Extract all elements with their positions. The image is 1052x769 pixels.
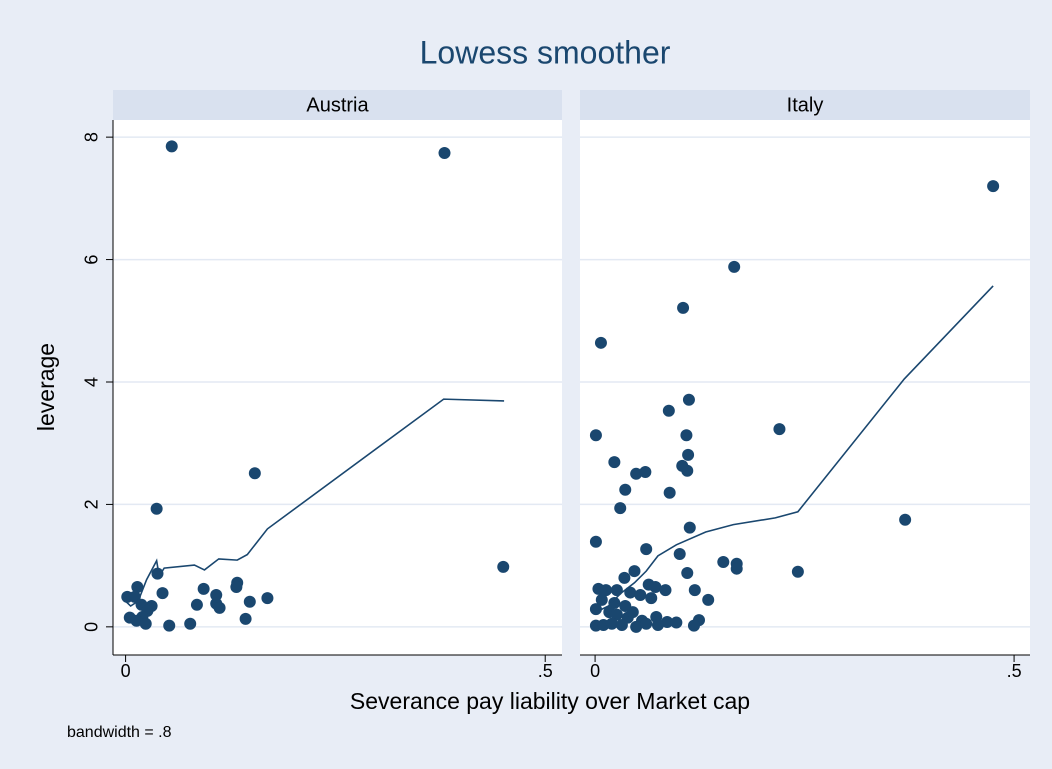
panel-title: Italy: [787, 94, 824, 116]
x-tick-label: 0: [590, 661, 600, 681]
point: [608, 456, 621, 469]
point: [640, 543, 653, 556]
x-tick-label: .5: [538, 661, 553, 681]
point: [683, 521, 696, 534]
point: [213, 601, 226, 614]
point: [139, 617, 152, 630]
panel-header: [113, 90, 562, 120]
y-tick-label: 4: [82, 377, 102, 387]
point: [243, 595, 256, 608]
point: [730, 562, 743, 575]
point: [682, 393, 695, 406]
point: [639, 465, 652, 478]
point: [619, 483, 632, 496]
point: [608, 596, 621, 609]
point: [634, 589, 647, 602]
y-tick-label: 2: [82, 499, 102, 509]
point: [610, 584, 623, 597]
point: [614, 502, 627, 515]
point: [628, 565, 641, 578]
panel-title: Austria: [306, 94, 369, 116]
point: [163, 619, 176, 632]
point: [248, 467, 261, 480]
point: [595, 593, 608, 606]
point: [131, 581, 144, 594]
point: [651, 619, 664, 632]
point: [626, 606, 639, 619]
point: [497, 560, 510, 573]
point: [230, 581, 243, 594]
point: [618, 571, 631, 584]
point: [791, 565, 804, 578]
panel-header: [580, 90, 1030, 120]
point: [438, 147, 451, 160]
point: [130, 614, 143, 627]
point: [676, 459, 689, 472]
point: [151, 567, 164, 580]
point: [661, 615, 674, 628]
point: [150, 502, 163, 515]
point: [589, 535, 602, 548]
point: [615, 619, 628, 632]
point: [165, 140, 178, 153]
y-tick-label: 6: [82, 255, 102, 265]
point: [670, 616, 683, 629]
point: [239, 612, 252, 625]
y-axis-label: leverage: [33, 343, 59, 431]
point: [630, 467, 643, 480]
point: [589, 603, 602, 616]
point: [649, 581, 662, 594]
point: [589, 429, 602, 442]
point: [662, 404, 675, 417]
point: [610, 608, 623, 621]
point: [677, 301, 690, 314]
y-tick-label: 8: [82, 132, 102, 142]
plot-area: [580, 120, 1030, 655]
x-tick-label: .5: [1007, 661, 1022, 681]
point: [681, 566, 694, 579]
point: [773, 423, 786, 436]
chart-title: Lowess smoother: [420, 34, 671, 70]
point: [594, 336, 607, 349]
point: [682, 448, 695, 461]
note: bandwidth = .8: [67, 724, 172, 741]
point: [261, 592, 274, 605]
point: [210, 589, 223, 602]
point: [630, 620, 643, 633]
plot-area: [113, 120, 562, 655]
point: [184, 617, 197, 630]
point: [687, 619, 700, 632]
point: [128, 590, 141, 603]
point: [605, 617, 618, 630]
point: [156, 587, 169, 600]
lowess-line: [595, 285, 994, 613]
x-axis-label: Severance pay liability over Market cap: [350, 688, 750, 714]
point: [663, 486, 676, 499]
lowess-line: [125, 398, 505, 608]
point: [197, 582, 210, 595]
point: [599, 584, 612, 597]
point: [728, 260, 741, 273]
point: [688, 584, 701, 597]
point: [680, 429, 693, 442]
y-tick-label: 0: [82, 622, 102, 632]
point: [640, 617, 653, 630]
point: [190, 598, 203, 611]
point: [673, 547, 686, 560]
x-tick-label: 0: [121, 661, 131, 681]
point: [624, 586, 637, 599]
point: [987, 180, 1000, 193]
point: [717, 555, 730, 568]
point: [659, 584, 672, 597]
point: [702, 593, 715, 606]
point: [899, 513, 912, 526]
point: [645, 592, 658, 605]
